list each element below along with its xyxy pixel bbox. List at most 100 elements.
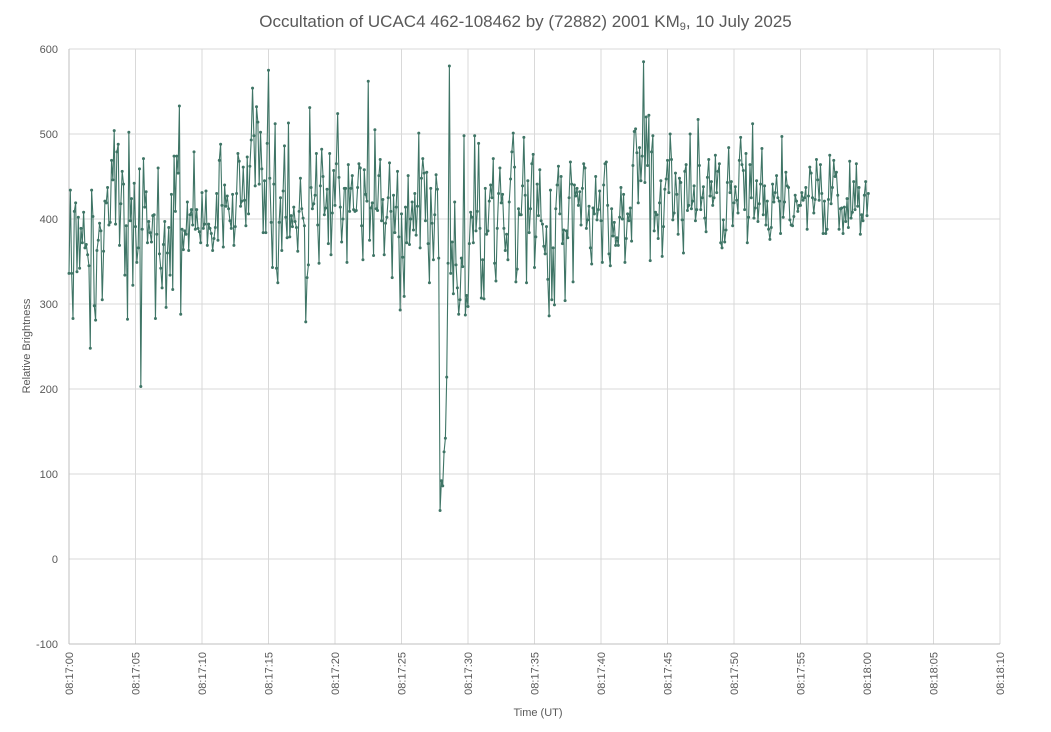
data-point bbox=[506, 258, 510, 262]
data-point bbox=[777, 199, 781, 203]
data-point bbox=[822, 199, 826, 203]
data-point bbox=[310, 207, 314, 211]
data-point bbox=[309, 186, 313, 190]
data-point bbox=[272, 182, 276, 186]
data-point bbox=[76, 215, 80, 219]
data-point bbox=[579, 223, 583, 227]
data-point bbox=[147, 220, 151, 224]
data-point bbox=[826, 197, 830, 201]
data-point bbox=[570, 182, 574, 186]
data-point bbox=[207, 222, 211, 226]
data-point bbox=[143, 205, 147, 209]
data-point bbox=[636, 201, 640, 205]
data-point bbox=[122, 182, 126, 186]
data-point bbox=[727, 146, 731, 150]
data-point bbox=[155, 232, 159, 236]
gridlines bbox=[68, 48, 1001, 645]
data-point bbox=[380, 219, 384, 223]
data-point bbox=[630, 239, 634, 243]
data-point bbox=[273, 122, 277, 126]
data-point bbox=[669, 158, 673, 161]
data-point bbox=[220, 203, 224, 207]
data-point bbox=[465, 294, 469, 297]
data-point bbox=[675, 192, 679, 196]
data-point bbox=[169, 192, 173, 196]
data-point bbox=[638, 146, 642, 150]
data-point bbox=[120, 169, 124, 173]
data-point bbox=[519, 213, 523, 217]
data-point bbox=[753, 206, 757, 210]
data-point bbox=[539, 219, 543, 223]
data-point bbox=[277, 220, 281, 224]
data-point bbox=[321, 175, 325, 178]
data-point bbox=[723, 240, 727, 244]
data-point bbox=[689, 207, 693, 211]
data-point bbox=[326, 242, 330, 246]
data-point bbox=[153, 316, 157, 320]
data-point bbox=[149, 240, 153, 244]
data-point bbox=[280, 248, 284, 252]
data-point bbox=[596, 208, 600, 212]
data-point bbox=[308, 106, 312, 110]
data-point bbox=[161, 243, 165, 246]
data-point bbox=[141, 157, 145, 161]
data-point bbox=[755, 179, 759, 183]
data-point bbox=[320, 147, 324, 151]
data-point bbox=[200, 191, 204, 195]
data-point bbox=[705, 175, 709, 179]
series bbox=[67, 60, 870, 513]
data-point bbox=[288, 235, 292, 239]
data-point bbox=[693, 219, 697, 223]
data-point bbox=[431, 258, 435, 262]
data-point bbox=[365, 199, 369, 203]
data-point bbox=[582, 162, 586, 166]
data-point bbox=[685, 209, 689, 212]
data-point bbox=[356, 186, 360, 190]
data-point bbox=[563, 299, 567, 303]
data-point bbox=[739, 135, 743, 139]
data-point bbox=[513, 165, 517, 169]
data-point bbox=[671, 218, 675, 222]
data-point bbox=[600, 260, 604, 264]
data-point bbox=[478, 226, 482, 230]
data-point bbox=[814, 158, 818, 161]
data-point bbox=[858, 232, 862, 236]
data-point bbox=[767, 227, 771, 231]
data-point bbox=[542, 244, 546, 248]
data-point bbox=[261, 231, 265, 235]
data-point bbox=[608, 264, 612, 268]
data-point bbox=[635, 151, 639, 155]
data-point bbox=[181, 248, 185, 252]
data-point bbox=[384, 221, 388, 225]
data-point bbox=[345, 260, 349, 264]
data-point bbox=[293, 220, 297, 224]
data-point bbox=[123, 273, 127, 277]
data-point bbox=[634, 127, 638, 131]
data-point bbox=[667, 191, 671, 195]
data-point bbox=[756, 220, 760, 224]
data-point bbox=[330, 211, 334, 215]
data-point bbox=[572, 183, 576, 187]
data-point bbox=[72, 209, 76, 213]
data-point bbox=[256, 120, 260, 124]
data-point bbox=[642, 60, 646, 64]
data-point bbox=[765, 199, 769, 203]
data-point bbox=[725, 180, 729, 184]
data-point bbox=[586, 218, 590, 222]
data-point bbox=[360, 224, 364, 228]
data-point bbox=[100, 298, 104, 302]
data-point bbox=[284, 215, 288, 219]
x-tick-label: 08:17:25 bbox=[397, 652, 409, 695]
data-point bbox=[442, 450, 446, 454]
data-point bbox=[439, 479, 443, 483]
data-point bbox=[864, 180, 868, 184]
data-point bbox=[599, 219, 603, 223]
data-point bbox=[799, 203, 802, 207]
data-point bbox=[575, 186, 579, 190]
data-point bbox=[443, 436, 447, 440]
data-point bbox=[820, 192, 824, 195]
data-point bbox=[249, 138, 253, 142]
data-point bbox=[423, 219, 427, 223]
data-point bbox=[808, 165, 812, 169]
data-point bbox=[652, 229, 656, 233]
